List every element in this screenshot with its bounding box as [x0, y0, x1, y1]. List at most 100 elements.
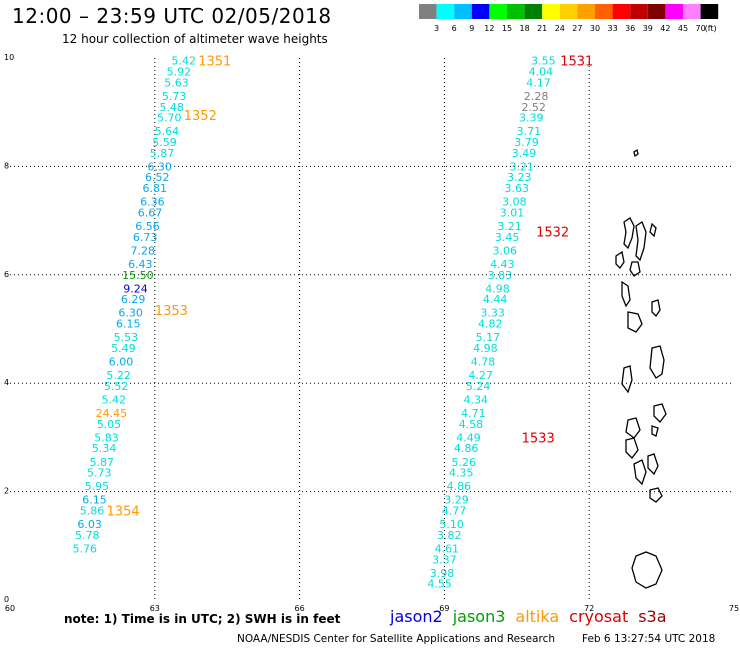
coastline-outline: [625, 417, 641, 439]
orbit-pass-label: 1351: [198, 55, 231, 70]
wave-height-label-altika: 5.64: [155, 125, 180, 138]
wave-height-label-cryosat: 4.71: [461, 407, 486, 420]
credit-text: NOAA/NESDIS Center for Satellite Applica…: [237, 633, 555, 645]
wave-height-label-cryosat: 3.49: [512, 147, 537, 160]
coastline-outline: [621, 365, 633, 394]
wave-height-label-cryosat: 4.98: [473, 342, 498, 355]
wave-height-label-altika: 6.43: [128, 258, 153, 271]
x-tick-label: 69: [439, 604, 449, 613]
wave-height-label-cryosat: 3.45: [495, 231, 520, 244]
wave-height-label-altika: 5.73: [87, 467, 112, 480]
y-tick-label: 0: [4, 595, 9, 604]
legend-bin-label: 45: [678, 24, 688, 33]
legend-swatch: [471, 4, 490, 19]
wave-height-label-altika: 5.73: [162, 90, 187, 103]
wave-height-label-cryosat: 2.52: [521, 101, 546, 114]
chart-subtitle: 12 hour collection of altimeter wave hei…: [62, 32, 328, 46]
legend-bin-label: 42: [660, 24, 670, 33]
wave-height-label-cryosat: 4.55: [427, 578, 452, 591]
legend-swatch: [419, 4, 437, 19]
legend-swatch: [595, 4, 613, 19]
y-tick-label: 10: [4, 53, 14, 62]
legend-bin-label: 15: [502, 24, 512, 33]
coastline-outline: [623, 217, 635, 250]
wave-height-label-altika: 6.67: [138, 206, 163, 219]
wave-height-label-altika: 5.63: [164, 76, 189, 89]
wave-height-label-altika: 7.28: [130, 244, 155, 257]
legend-unit-label: (ft): [705, 24, 717, 33]
wave-height-label-cryosat: 3.06: [492, 244, 517, 257]
wave-height-label-altika: 5.34: [92, 442, 117, 455]
coastline-outline: [651, 299, 661, 318]
wave-height-label-cryosat: 3.33: [480, 307, 505, 320]
satellite-label-altika: altika: [515, 607, 560, 626]
wave-height-label-altika: 6.15: [82, 494, 107, 507]
satellite-label-cryosat: cryosat: [569, 607, 629, 626]
wave-height-label-cryosat: 3.29: [444, 494, 469, 507]
legend-bin-label: 21: [537, 24, 547, 33]
wave-height-label-cryosat: 3.08: [502, 196, 527, 209]
wave-height-label-altika: 9.24: [123, 282, 148, 295]
wave-height-label-altika: 6.30: [147, 160, 172, 173]
wave-height-label-cryosat: 4.34: [464, 393, 489, 406]
legend-swatch: [524, 4, 543, 19]
wave-height-label-altika: 6.56: [135, 220, 160, 233]
wave-height-label-cryosat: 4.49: [456, 431, 481, 444]
x-tick-label: 72: [584, 604, 594, 613]
wave-height-label-cryosat: 3.63: [505, 182, 530, 195]
wave-height-label-cryosat: 4.82: [478, 318, 503, 331]
coastline-outline: [631, 551, 663, 589]
wave-height-label-altika: 5.87: [89, 456, 114, 469]
legend-swatch: [489, 4, 507, 19]
wave-height-label-cryosat: 3.37: [432, 553, 457, 566]
x-tick-label: 66: [295, 604, 305, 613]
orbit-pass-label: 1354: [107, 505, 140, 520]
wave-height-label-cryosat: 4.44: [483, 293, 508, 306]
wave-height-label-cryosat: 4.35: [449, 467, 474, 480]
wave-height-label-altika: 6.29: [121, 293, 146, 306]
wave-height-label-cryosat: 4.98: [485, 282, 510, 295]
y-tick-label: 8: [4, 161, 9, 170]
legend-bin-label: 9: [469, 24, 474, 33]
coastline-outline: [649, 487, 663, 503]
wave-height-label-cryosat: 4.27: [468, 369, 493, 382]
coastline-outline: [647, 453, 659, 476]
wave-height-label-cryosat: 4.77: [442, 505, 467, 518]
wave-height-label-cryosat: 4.86: [454, 442, 479, 455]
coastline-outline: [649, 222, 657, 238]
y-tick-label: 6: [4, 270, 9, 279]
coastline-outline: [651, 425, 659, 437]
orbit-pass-label: 1533: [522, 431, 555, 446]
legend-swatch: [630, 4, 648, 19]
orbit-pass-label: 1353: [155, 304, 188, 319]
wave-height-label-altika: 6.00: [109, 356, 134, 369]
wave-height-label-cryosat: 4.58: [459, 418, 484, 431]
note-text: note: 1) Time is in UTC; 2) SWH is in fe…: [64, 612, 341, 626]
wave-height-label-cryosat: 5.17: [476, 331, 501, 344]
coastline-outline: [635, 221, 647, 262]
wave-height-label-cryosat: 3.23: [507, 171, 532, 184]
wave-height-label-cryosat: 3.21: [509, 160, 534, 173]
x-tick-label: 60: [5, 604, 15, 613]
wave-height-label-altika: 5.92: [167, 66, 192, 79]
wave-height-label-altika: 6.15: [116, 318, 141, 331]
wave-height-label-altika: 6.73: [133, 231, 158, 244]
wave-height-label-cryosat: 5.24: [466, 380, 491, 393]
coastline-outline: [629, 261, 641, 277]
coastline-outline: [649, 345, 665, 379]
x-tick-label: 75: [729, 604, 739, 613]
wave-height-label-altika: 6.52: [145, 171, 170, 184]
generated-timestamp: Feb 6 13:27:54 UTC 2018: [582, 633, 716, 645]
coastline-outline: [625, 437, 639, 459]
wave-height-label-altika: 5.83: [94, 431, 119, 444]
legend-swatch: [700, 4, 719, 19]
wave-height-label-cryosat: 4.78: [471, 356, 496, 369]
orbit-pass-label: 1532: [536, 225, 569, 240]
legend-swatch: [647, 4, 666, 19]
wave-height-label-cryosat: 4.43: [490, 258, 515, 271]
wave-height-label-altika: 6.03: [77, 518, 102, 531]
wave-height-label-altika: 5.95: [85, 480, 110, 493]
wave-height-label-cryosat: 2.28: [524, 90, 549, 103]
wave-height-label-cryosat: 3.79: [514, 136, 539, 149]
legend-swatch: [454, 4, 472, 19]
